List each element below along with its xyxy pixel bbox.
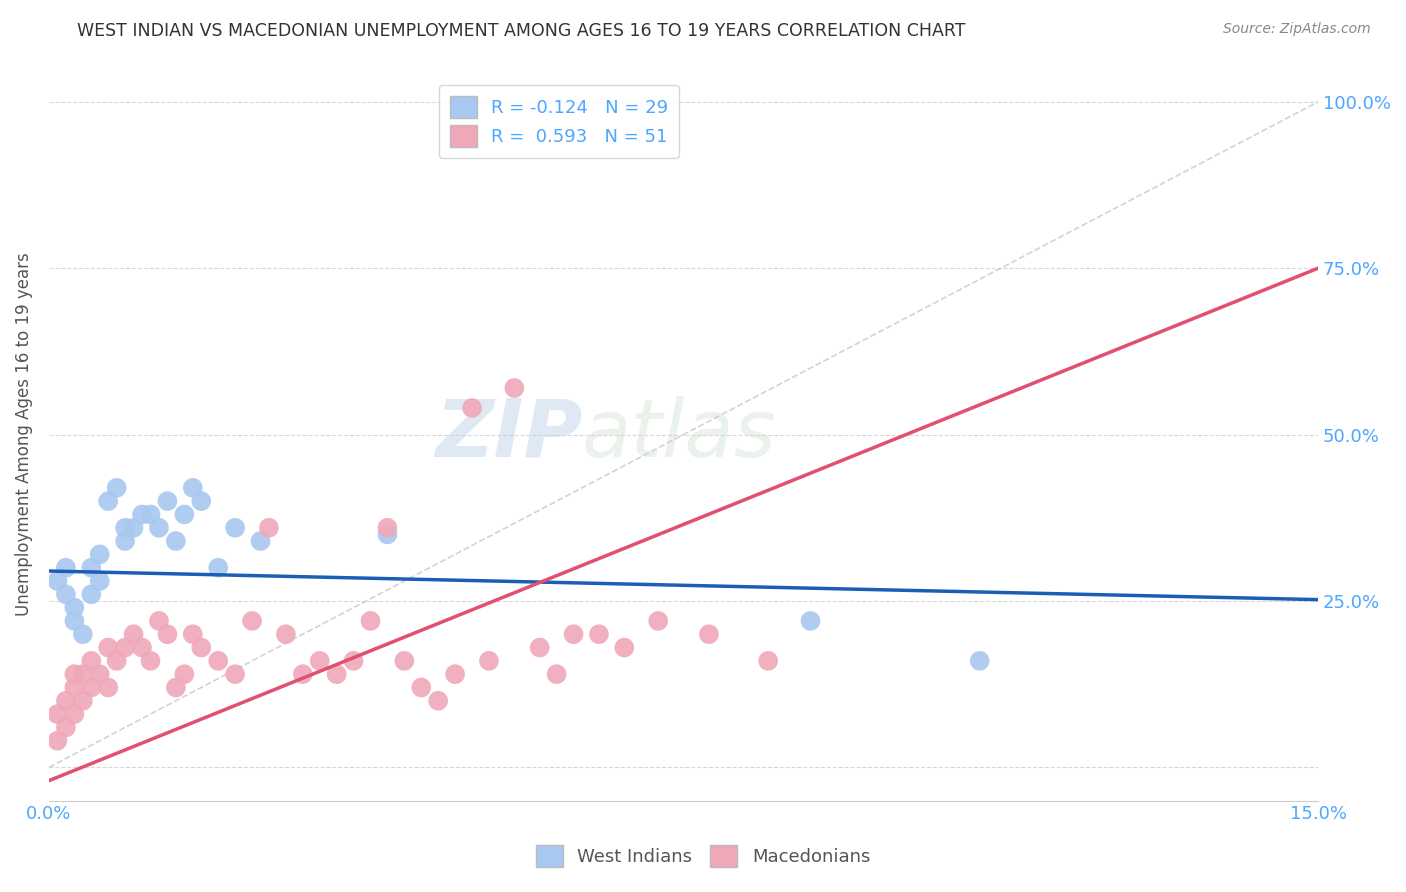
Point [55,694,77,708]
Point [46,733,69,747]
Y-axis label: Unemployment Among Ages 16 to 19 years: Unemployment Among Ages 16 to 19 years [15,252,32,616]
Legend: West Indians, Macedonians: West Indians, Macedonians [529,838,877,874]
Text: atlas: atlas [582,395,776,474]
Point [55,587,77,601]
Point [105,481,128,495]
Point [588,627,610,641]
Point [478,654,501,668]
Point [190,494,212,508]
Point [173,508,195,522]
Point [80,587,103,601]
Point [181,481,204,495]
Point [63,681,86,695]
Legend: R = -0.124   N = 29, R =  0.593   N = 51: R = -0.124 N = 29, R = 0.593 N = 51 [439,85,679,158]
Point [342,654,364,668]
Point [122,627,145,641]
Point [546,667,568,681]
Point [181,627,204,641]
Point [97,494,120,508]
Point [139,508,162,522]
Point [131,640,153,655]
Point [131,508,153,522]
Point [377,521,399,535]
Point [697,627,720,641]
Point [63,600,86,615]
Point [969,654,991,668]
Point [55,560,77,574]
Point [257,521,280,535]
Point [647,614,669,628]
Point [274,627,297,641]
Point [394,654,416,668]
Point [46,707,69,722]
Point [114,640,136,655]
Text: WEST INDIAN VS MACEDONIAN UNEMPLOYMENT AMONG AGES 16 TO 19 YEARS CORRELATION CHA: WEST INDIAN VS MACEDONIAN UNEMPLOYMENT A… [77,22,966,40]
Point [89,667,111,681]
Point [224,667,246,681]
Point [427,694,450,708]
Point [291,667,314,681]
Point [173,667,195,681]
Point [207,560,229,574]
Point [97,681,120,695]
Point [165,681,187,695]
Point [148,614,170,628]
Point [97,640,120,655]
Point [240,614,263,628]
Point [224,521,246,535]
Point [249,534,271,549]
Point [461,401,484,415]
Point [63,614,86,628]
Point [503,381,526,395]
Point [139,654,162,668]
Point [80,681,103,695]
Point [360,614,382,628]
Point [122,521,145,535]
Point [156,494,179,508]
Point [89,574,111,588]
Point [114,534,136,549]
Point [72,667,94,681]
Point [156,627,179,641]
Point [46,574,69,588]
Point [444,667,467,681]
Text: Source: ZipAtlas.com: Source: ZipAtlas.com [1223,22,1371,37]
Point [165,534,187,549]
Point [529,640,551,655]
Point [613,640,636,655]
Point [63,667,86,681]
Point [377,527,399,541]
Point [80,654,103,668]
Point [799,614,821,628]
Point [72,627,94,641]
Point [114,521,136,535]
Point [756,654,779,668]
Point [207,654,229,668]
Point [63,707,86,722]
Point [80,560,103,574]
Text: ZIP: ZIP [434,395,582,474]
Point [562,627,585,641]
Point [325,667,347,681]
Point [55,720,77,734]
Point [411,681,433,695]
Point [72,694,94,708]
Point [89,547,111,561]
Point [190,640,212,655]
Point [308,654,330,668]
Point [148,521,170,535]
Point [105,654,128,668]
